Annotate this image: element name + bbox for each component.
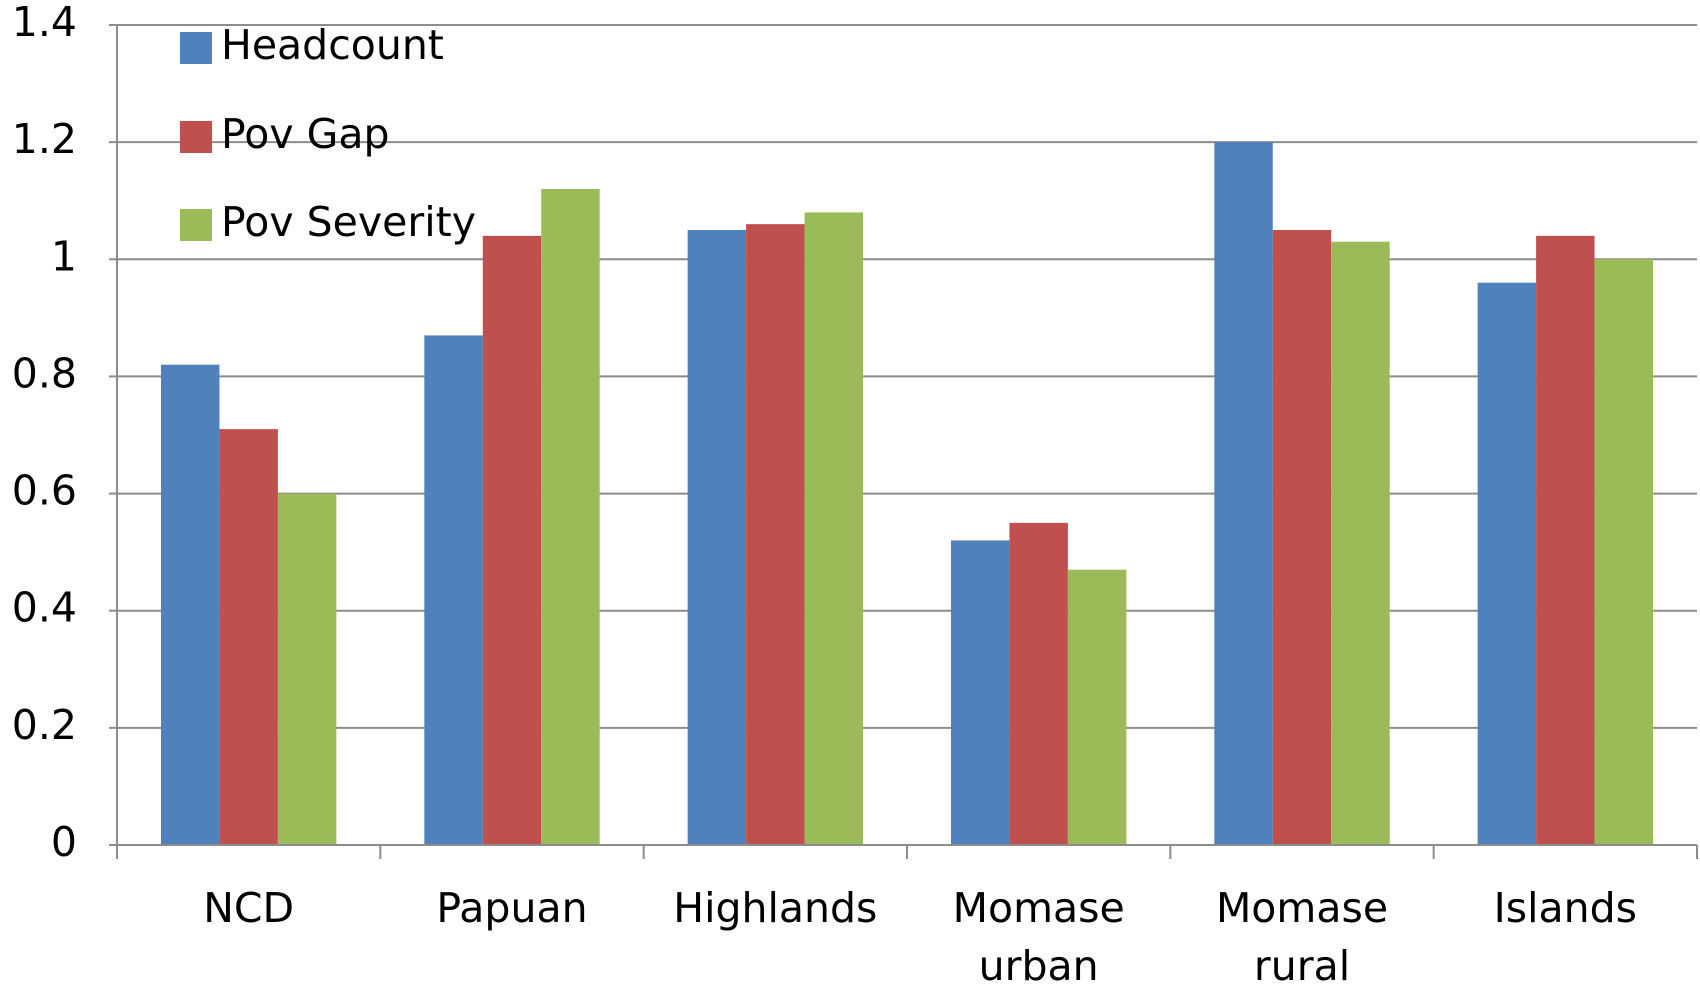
y-tick-label: 0.2 [12,701,77,749]
y-tick-label: 0.4 [12,584,77,632]
x-tick-label: Highlands [673,884,877,932]
y-tick-label: 0.6 [12,467,77,515]
x-tick-label: Islands [1494,884,1637,932]
bar [277,493,337,845]
bar [160,364,220,845]
bar [1272,230,1332,845]
bar [482,235,542,845]
bar [1067,569,1127,845]
legend-swatch [180,121,212,153]
y-tick-label: 1.2 [12,115,77,163]
y-tick-label: 0.8 [12,349,77,397]
bar [1009,522,1068,845]
x-tick-label: Momase rural [1216,884,1388,990]
bar [541,189,600,845]
bar [950,540,1010,845]
bar [1594,259,1654,845]
x-tick-label: NCD [203,884,294,932]
legend-label: Pov Severity [221,198,476,246]
bar [1477,282,1537,845]
bar [804,212,864,845]
bar [219,429,278,845]
bar [687,230,747,845]
bar [1214,142,1273,846]
legend-swatch [180,32,212,64]
bar [1331,241,1390,845]
y-tick-label: 1.4 [12,0,77,46]
x-tick-label: Momase urban [953,884,1125,990]
bar [424,335,483,845]
legend-swatch [180,209,212,241]
y-tick-label: 0 [51,818,77,866]
legend-label: Headcount [221,21,444,69]
y-tick-label: 1 [51,232,77,280]
bar [1536,235,1595,845]
bar [746,224,805,846]
legend-label: Pov Gap [221,110,390,158]
x-tick-label: Papuan [436,884,587,932]
